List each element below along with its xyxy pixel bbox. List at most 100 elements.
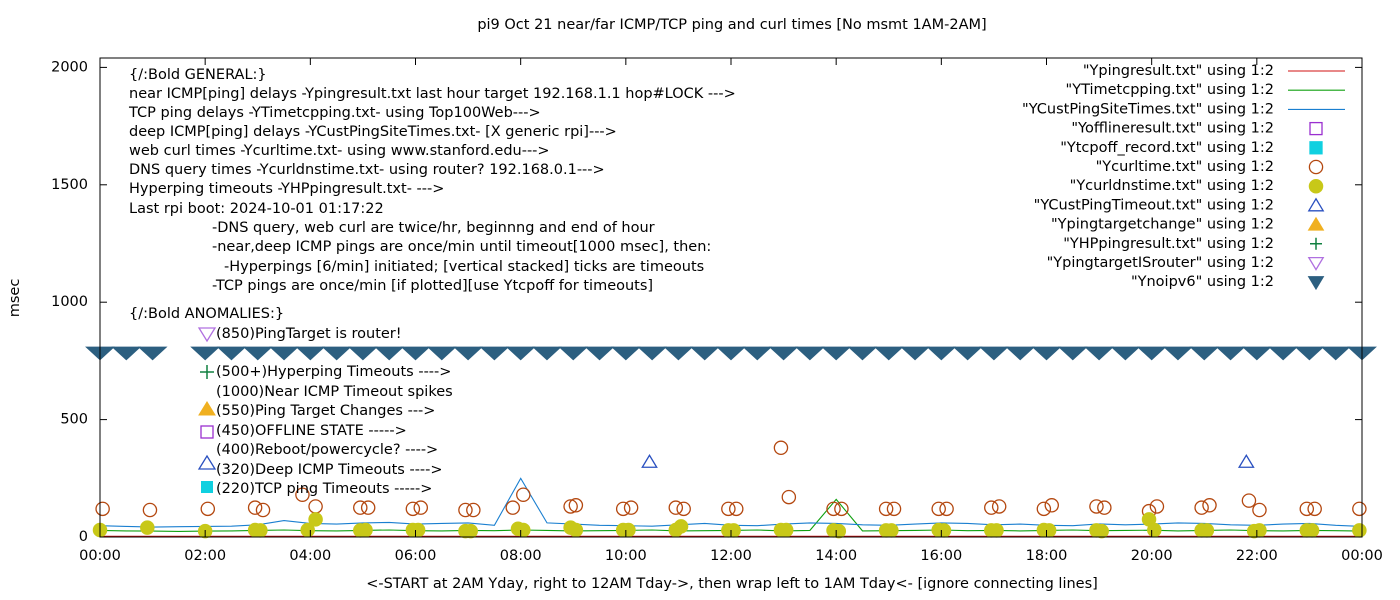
data-point (1036, 501, 1052, 517)
data-point (137, 346, 168, 361)
annotation: TCP ping delays -YTimetcpping.txt- using… (128, 105, 541, 121)
annotation: (450)OFFLINE STATE -----> (216, 423, 407, 439)
data-point (1031, 346, 1062, 361)
data-point (773, 440, 789, 456)
annotation: -TCP pings are once/min [if plotted][use… (212, 278, 653, 294)
data-point (413, 500, 429, 515)
x-tick-label: 22:00 (1236, 548, 1278, 564)
data-point (360, 500, 376, 515)
legend-swatch (1309, 121, 1323, 136)
data-point (768, 346, 799, 361)
data-point (716, 346, 746, 361)
annotation: {/:Bold ANOMALIES:} (129, 306, 284, 322)
x-tick-label: 14:00 (815, 548, 857, 564)
annotation: Hyperping timeouts -YHPpingresult.txt- -… (129, 181, 444, 197)
x-tick-label: 02:00 (184, 548, 226, 564)
data-point (641, 453, 658, 468)
x-axis-label: <-START at 2AM Yday, right to 12AM Tday-… (366, 576, 1098, 592)
annotation: (500+)Hyperping Timeouts ----> (216, 364, 451, 380)
data-point (610, 346, 641, 361)
annotation: DNS query times -Ycurldnstime.txt- using… (129, 162, 605, 178)
x-tick-label: 04:00 (289, 548, 331, 564)
x-tick-label: 00:00 (1341, 548, 1383, 564)
data-point (558, 346, 589, 361)
data-point (253, 523, 268, 538)
data-point (269, 346, 299, 361)
data-point (1094, 523, 1109, 539)
annotations: {/:Bold GENERAL:} near ICMP[ping] delays … (128, 67, 736, 497)
data-point (358, 522, 373, 538)
data-point (1241, 346, 1272, 361)
legend-swatch (1310, 237, 1322, 250)
data-point (1044, 498, 1060, 513)
data-point (255, 502, 271, 518)
anomaly-icon (198, 401, 216, 416)
data-point (1089, 499, 1104, 514)
data-point (1352, 501, 1367, 517)
anomaly-icon (201, 481, 213, 493)
data-point (1057, 346, 1088, 361)
data-point (1252, 502, 1267, 518)
data-point (353, 500, 368, 515)
data-point (1149, 499, 1165, 514)
data-point (721, 501, 736, 517)
data-point (516, 522, 531, 538)
data-point (991, 499, 1007, 514)
data-point (781, 489, 797, 505)
data-point (1299, 501, 1315, 517)
plot-border (99, 57, 1363, 538)
data-point (405, 501, 421, 517)
data-point (663, 346, 694, 361)
legend-label: "Ypingresult.txt" using 1:2 (1083, 63, 1274, 79)
data-point (200, 501, 216, 517)
annotation: (400)Reboot/powercycle? ----> (216, 442, 438, 458)
data-point (479, 346, 510, 361)
data-point (426, 346, 457, 361)
data-point (216, 346, 247, 361)
data-point (1110, 346, 1141, 361)
y-tick-label: 500 (60, 412, 88, 428)
data-point (952, 346, 983, 361)
legend-label: "YTimetcpping.txt" using 1:2 (1066, 82, 1274, 98)
annotation: (320)Deep ICMP Timeouts ----> (216, 462, 443, 478)
data-point (989, 523, 1004, 538)
data-point (1189, 346, 1220, 361)
data-point (668, 500, 684, 515)
data-point (1304, 523, 1320, 538)
data-point (1097, 500, 1112, 515)
data-point (242, 346, 273, 361)
data-point (984, 500, 999, 515)
legend-swatch (1307, 276, 1325, 291)
legend-label: "Yofflineresult.txt" using 1:2 (1071, 121, 1274, 137)
annotation: (220)TCP ping Timeouts -----> (216, 481, 432, 497)
legend-label: "Ypingtargetchange" using 1:2 (1051, 217, 1274, 233)
data-point (140, 520, 155, 535)
data-point (1084, 346, 1115, 361)
annotation: (850)PingTarget is router! (216, 326, 402, 342)
data-point (729, 501, 744, 517)
data-point (826, 501, 841, 517)
data-point (1237, 453, 1255, 468)
y-tick-label: 0 (79, 529, 88, 545)
data-point (1252, 523, 1267, 538)
annotation: web curl times -Ycurltime.txt- using www… (129, 143, 550, 159)
data-point (1241, 493, 1257, 508)
data-point (847, 346, 878, 361)
x-tick-label: 00:00 (79, 548, 121, 564)
data-point (1147, 522, 1162, 538)
data-point (400, 346, 431, 361)
data-point (1005, 346, 1036, 361)
annotation: deep ICMP[ping] delays -YCustPingSiteTim… (129, 124, 617, 140)
legend-label: "Ynoipv6" using 1:2 (1131, 274, 1274, 290)
annotation: (550)Ping Target Changes ---> (216, 403, 435, 419)
anomaly-icon (200, 425, 214, 439)
data-point (568, 522, 584, 538)
y-tick-label: 1000 (51, 294, 88, 310)
legend-swatch (1308, 178, 1324, 194)
legend-swatch (1307, 256, 1325, 271)
data-point (873, 346, 904, 361)
legend-label: "YCustPingTimeout.txt" using 1:2 (1034, 197, 1274, 213)
annotation: near ICMP[ping] delays -Ypingresult.txt … (129, 86, 736, 102)
data-point (295, 346, 326, 361)
data-point (834, 501, 849, 517)
